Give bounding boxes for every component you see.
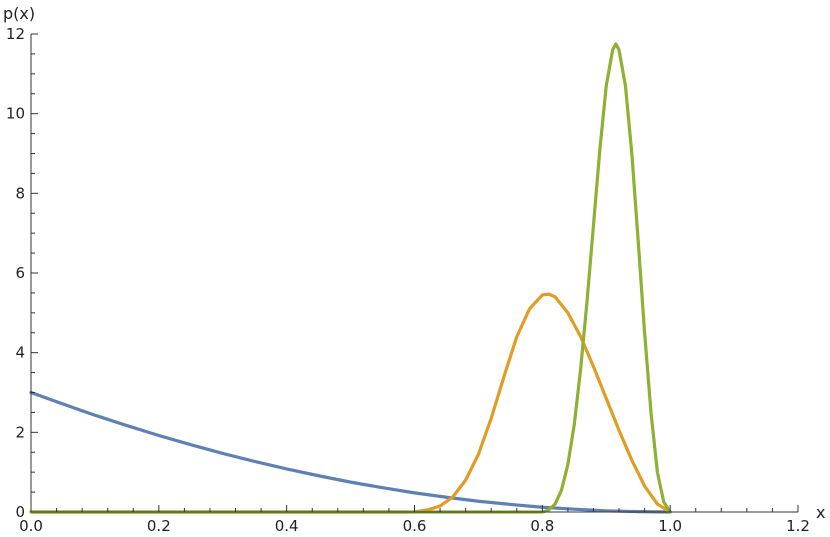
ticks-layer: 0.0 0.2 0.4 0.6 0.8 1.0 1.2 0 2 4 6 8 10 12 [6,25,810,535]
x-tick-label: 1.0 [658,517,682,535]
y-tick-label: 10 [6,105,25,123]
y-tick-label: 0 [15,503,25,521]
y-tick-label: 8 [15,184,25,202]
x-axis-title: x [816,503,825,522]
y-tick-label: 4 [15,344,25,362]
series-layer [29,42,672,514]
x-tick-label: 0.4 [275,517,299,535]
series-line-2 [29,292,672,514]
x-tick-label: 0.2 [147,517,171,535]
x-tick-label: 0.0 [19,517,43,535]
series-line-3 [29,42,672,514]
x-tick-label: 1.2 [786,517,810,535]
x-tick-label: 0.8 [530,517,554,535]
x-tick-label: 0.6 [403,517,427,535]
y-tick-label: 12 [6,25,25,43]
y-axis-title: p(x) [3,4,35,23]
series-line-1 [29,390,672,514]
axes-layer [30,34,798,513]
y-tick-label: 2 [15,423,25,441]
y-tick-label: 6 [15,264,25,282]
